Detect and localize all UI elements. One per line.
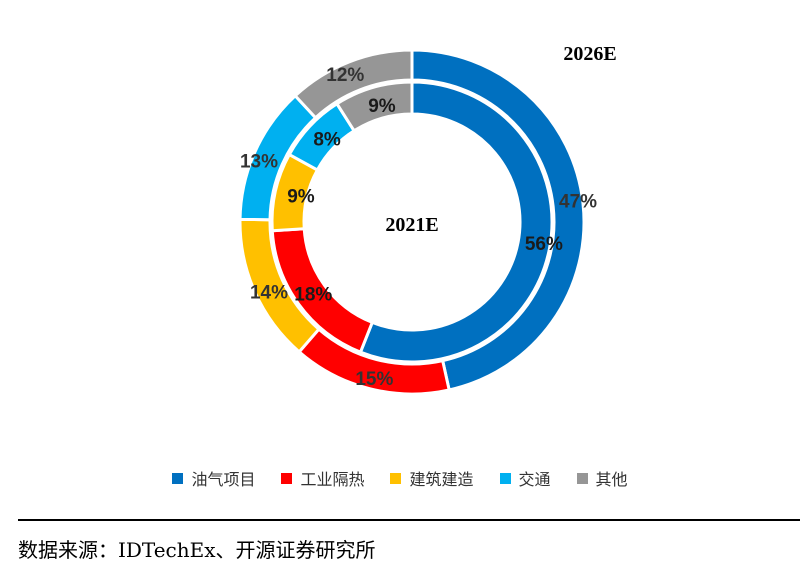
legend-label: 工业隔热 xyxy=(300,470,365,489)
outer-ring-title: 2026E xyxy=(563,43,616,65)
legend-swatch xyxy=(281,472,293,484)
source-note: 数据来源：IDTechEx、开源证券研究所 xyxy=(18,538,376,562)
legend-item: 其他 xyxy=(576,466,628,490)
inner-slice-label-0: 56% xyxy=(525,234,563,255)
outer-slice-label-1: 15% xyxy=(355,369,393,390)
legend-label: 建筑建造 xyxy=(409,470,474,489)
inner-slice-label-4: 9% xyxy=(368,96,396,117)
legend-item: 油气项目 xyxy=(172,466,255,490)
inner-slice-label-2: 9% xyxy=(287,186,315,207)
legend-swatch xyxy=(390,472,402,484)
outer-slice-4 xyxy=(293,48,414,120)
outer-slice-label-3: 13% xyxy=(240,151,278,172)
outer-slice-label-0: 47% xyxy=(559,192,597,213)
legend-label: 其他 xyxy=(595,470,628,489)
inner-slice-4 xyxy=(334,80,414,133)
outer-slice-label-2: 14% xyxy=(250,283,288,304)
inner-slice-label-3: 8% xyxy=(313,129,341,150)
outer-slice-0 xyxy=(410,48,586,392)
nested-donut-chart: 47% 15% 14% 13% 12% 56% 18% 9% 8% 9% 2026E 2021E xyxy=(238,43,617,396)
legend-label: 油气项目 xyxy=(191,470,256,489)
outer-slice-label-4: 12% xyxy=(326,65,364,86)
legend-swatch xyxy=(499,472,511,484)
inner-slice-label-1: 18% xyxy=(294,285,332,306)
legend-label: 交通 xyxy=(518,470,551,489)
legend-swatch xyxy=(172,472,184,484)
legend-swatch xyxy=(576,472,588,484)
legend-item: 工业隔热 xyxy=(281,466,364,490)
divider xyxy=(18,519,800,521)
legend-item: 建筑建造 xyxy=(390,466,474,490)
inner-ring-title: 2021E xyxy=(385,214,438,236)
inner-slice-0 xyxy=(358,80,554,364)
legend: 油气项目 工业隔热 建筑建造 交通 其他 xyxy=(0,466,800,490)
legend-item: 交通 xyxy=(499,466,551,490)
